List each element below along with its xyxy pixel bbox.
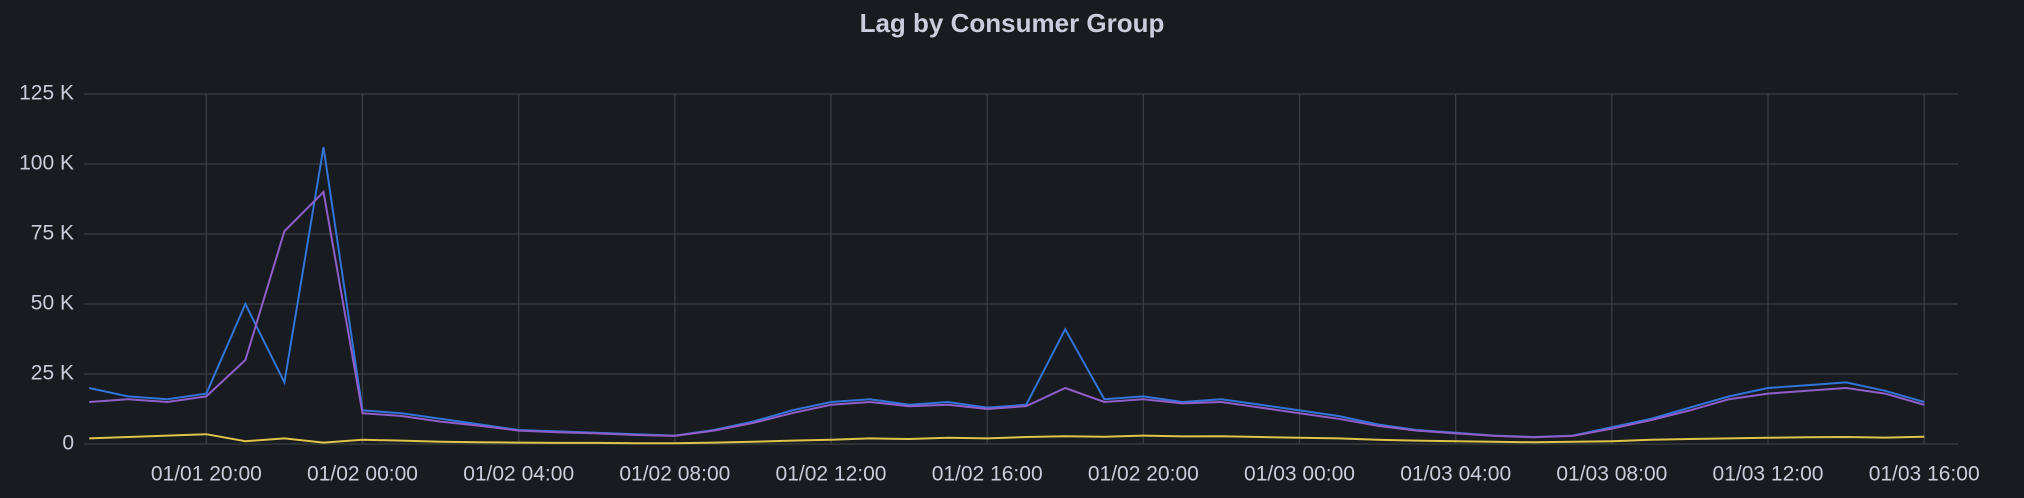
x-tick-label: 01/02 20:00	[1088, 463, 1199, 486]
x-tick-label: 01/02 16:00	[932, 463, 1043, 486]
chart-title: Lag by Consumer Group	[860, 8, 1165, 38]
x-tick-label: 01/03 12:00	[1713, 463, 1824, 486]
y-tick-label: 50 K	[31, 292, 74, 315]
x-tick-label: 01/03 08:00	[1556, 463, 1667, 486]
series-line	[89, 189, 1925, 439]
series-line	[89, 433, 1925, 445]
y-tick-label: 125 K	[19, 82, 74, 105]
series-line	[88, 147, 1925, 439]
x-tick-label: 01/02 12:00	[776, 463, 887, 486]
x-tick-label: 01/02 08:00	[619, 463, 730, 486]
x-tick-label: 01/03 04:00	[1400, 463, 1511, 486]
y-tick-label: 75 K	[31, 222, 74, 245]
y-tick-label: 25 K	[31, 362, 74, 385]
x-tick-label: 01/02 00:00	[307, 463, 418, 486]
x-tick-label: 01/02 04:00	[463, 463, 574, 486]
y-tick-label: 100 K	[19, 152, 74, 175]
x-tick-label: 01/01 20:00	[151, 463, 262, 486]
x-tick-label: 01/03 16:00	[1869, 463, 1980, 486]
x-tick-label: 01/03 00:00	[1244, 463, 1355, 486]
y-tick-label: 0	[62, 432, 74, 455]
